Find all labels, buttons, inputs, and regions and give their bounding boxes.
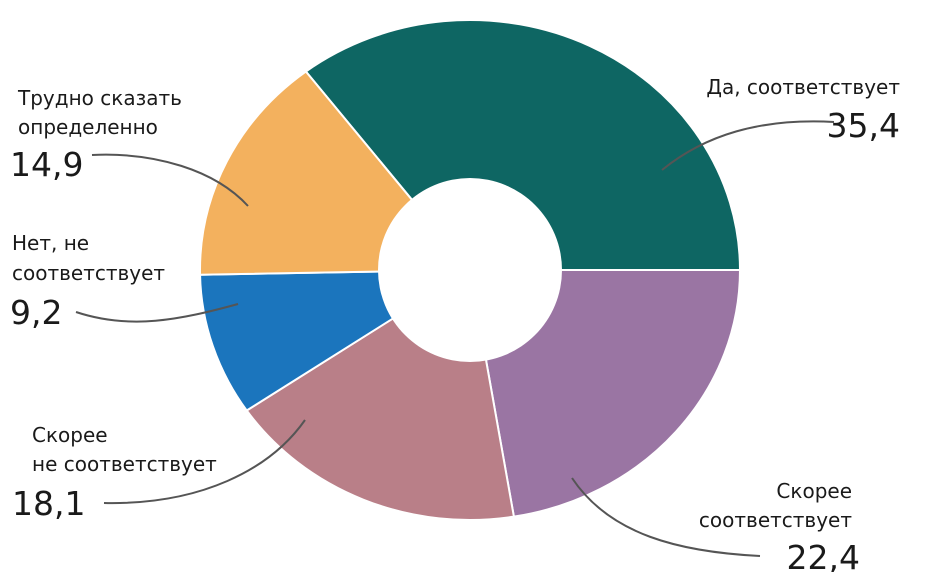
leader-line-skoree-sootv — [571, 477, 761, 557]
label-skoree-sootv-1: Скорее — [776, 479, 852, 503]
label-da: Да, соответствует — [706, 75, 900, 99]
label-trudno-2: определенно — [18, 115, 158, 139]
leader-line-trudno — [91, 153, 249, 207]
value-skoree-sootv: 22,4 — [787, 538, 860, 572]
leader-line-net — [75, 303, 239, 323]
value-net: 9,2 — [10, 293, 62, 332]
label-skoree-sootv-2: соответствует — [699, 508, 852, 532]
value-da: 35,4 — [827, 106, 900, 145]
value-trudno: 14,9 — [10, 145, 83, 184]
leader-line-da — [661, 120, 835, 171]
slice-da — [304, 19, 742, 271]
value-skoree-ne: 18,1 — [12, 484, 85, 523]
leader-line-skoree-ne — [103, 419, 306, 505]
label-skoree-ne-1: Скорее — [32, 423, 108, 447]
donut-hole — [378, 178, 562, 362]
label-trudno-1: Трудно сказать — [17, 86, 182, 110]
label-net-1: Нет, не — [12, 231, 89, 255]
label-skoree-ne-2: не соответствует — [32, 452, 217, 476]
label-net-2: соответствует — [12, 261, 165, 285]
